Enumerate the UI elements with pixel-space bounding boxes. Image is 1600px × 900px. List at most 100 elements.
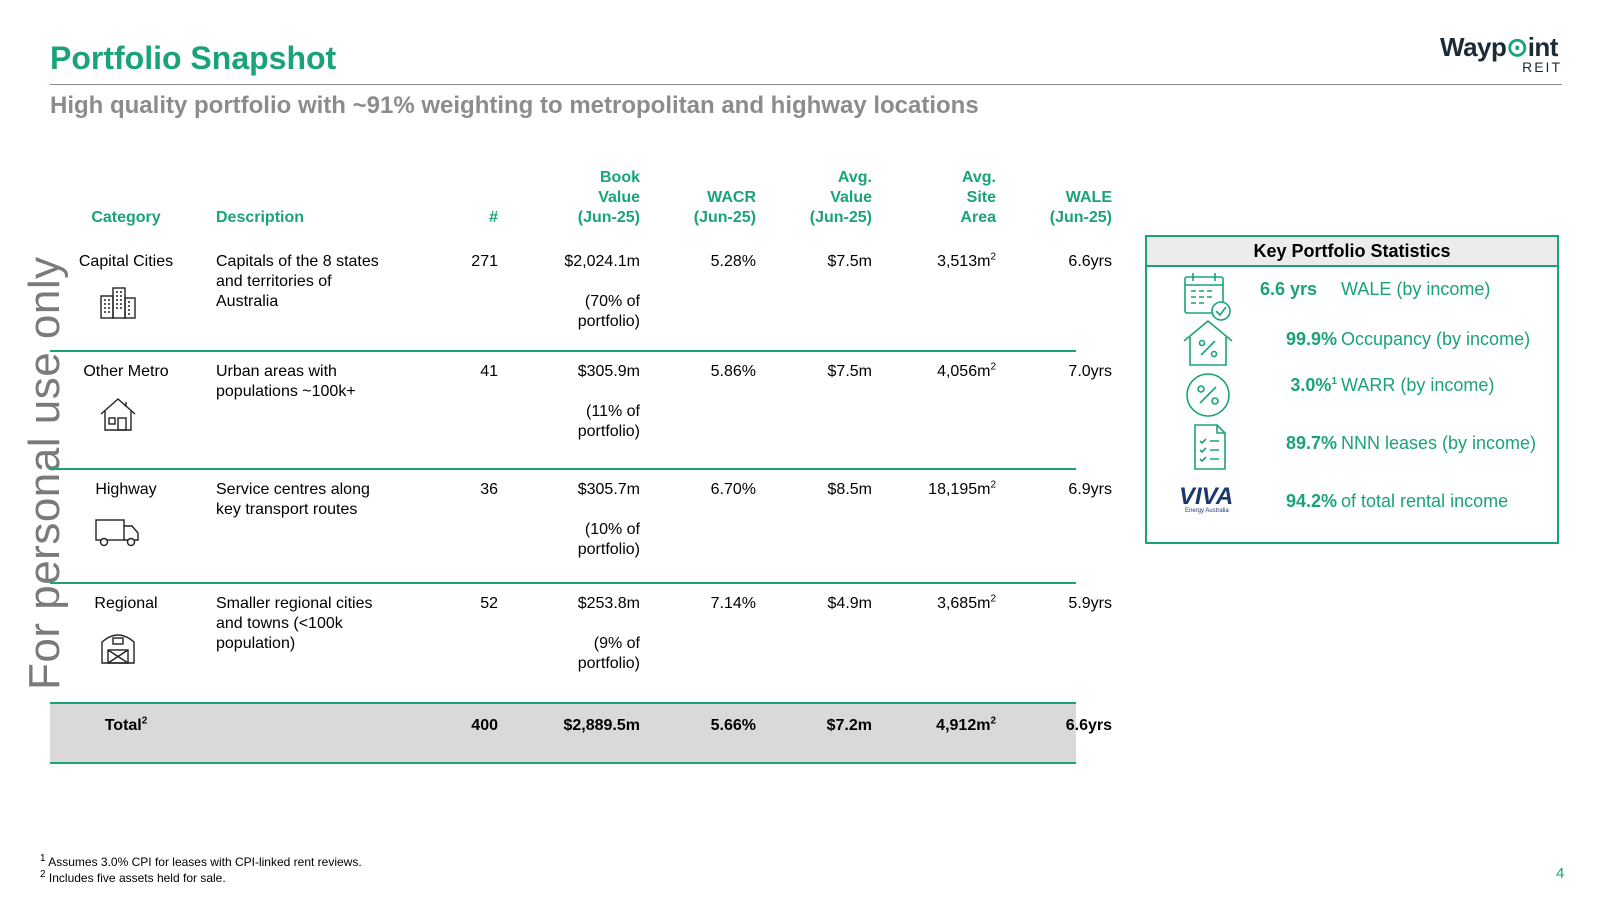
- description-line: Service centres along: [216, 481, 370, 498]
- truck-icon: [95, 519, 139, 547]
- header-wale: WALE (Jun-25): [996, 188, 1112, 228]
- book-share-line: portfolio): [577, 541, 640, 558]
- row-category-highway: Highway: [95, 481, 157, 498]
- key-stat-label: NNN leases (by income): [1341, 433, 1537, 453]
- header-count: #: [489, 209, 498, 226]
- row-avg-value: $7.5m: [827, 363, 872, 380]
- row-description: Urban areas with populations ~100k+: [216, 362, 416, 402]
- house-icon: [100, 398, 136, 431]
- key-stat-label: Occupancy (by income): [1341, 329, 1531, 349]
- total-wale: 6.6yrs: [1065, 717, 1112, 734]
- description-line: population): [216, 635, 296, 652]
- logo-word-b: int: [1527, 32, 1559, 62]
- total-count: 400: [471, 717, 498, 734]
- header-avg-value-line: Avg.: [837, 169, 872, 186]
- row-count: 36: [480, 481, 498, 498]
- checklist-icon: [1194, 424, 1226, 470]
- description-line: and towns (<100k: [216, 615, 343, 632]
- key-stat-value-text: 3.0%: [1290, 375, 1332, 395]
- row-category-regional: Regional: [94, 595, 158, 612]
- logo-target-icon: ⊙: [1506, 32, 1528, 62]
- area-value: 18,195m: [928, 481, 991, 498]
- description-line: Smaller regional cities: [216, 595, 373, 612]
- row-avg-value: $4.9m: [827, 595, 872, 612]
- key-stat-value: 99.9%: [1285, 329, 1337, 349]
- header-avg-value-line: (Jun-25): [809, 209, 872, 226]
- row-wale: 7.0yrs: [1068, 363, 1112, 380]
- row-wacr: 5.86%: [710, 363, 756, 380]
- row-avg-value: $8.5m: [827, 481, 872, 498]
- row-wale: 5.9yrs: [1068, 595, 1112, 612]
- page-title: Portfolio Snapshot: [50, 40, 337, 76]
- footnote-text: Includes five assets held for sale.: [48, 871, 226, 885]
- header-book-value: Book Value (Jun-25): [520, 168, 640, 228]
- row-description: Service centres along key transport rout…: [216, 480, 416, 520]
- book-share-line: (70% of: [584, 293, 640, 310]
- watermark: For personal use only: [20, 256, 69, 690]
- row-count: 41: [480, 363, 498, 380]
- area-value: 4,912m: [936, 717, 991, 734]
- header-avg-site-area-line: Area: [960, 209, 996, 226]
- key-stat-value-sup: 1: [1331, 376, 1337, 387]
- row-wale: 6.9yrs: [1068, 481, 1112, 498]
- house-percent-icon: [1183, 319, 1233, 366]
- logo-sub: REIT: [1522, 59, 1562, 75]
- footnote-mark: 1: [40, 853, 46, 864]
- row-avg-site-area: 3,513m2: [850, 252, 996, 272]
- row-divider: [50, 468, 1076, 470]
- row-description: Smaller regional cities and towns (<100k…: [216, 594, 416, 654]
- page-number: 4: [1556, 865, 1565, 882]
- viva-energy-logo: VIVA Energy Australia: [1179, 483, 1243, 523]
- title-divider: [50, 84, 1562, 85]
- footnote-text: Assumes 3.0% CPI for leases with CPI-lin…: [48, 855, 362, 869]
- header-wacr-line: WACR: [707, 189, 756, 206]
- area-value: 4,056m: [937, 363, 991, 380]
- header-book-value-line: Book: [600, 169, 640, 186]
- key-stat-wale: 6.6 yrs WALE (by income): [1147, 273, 1557, 321]
- total-row: [50, 704, 1076, 764]
- area-superscript: 2: [990, 715, 996, 727]
- key-portfolio-statistics-panel: Key Portfolio Statistics 6.6 yrs WALE (b…: [1145, 235, 1559, 544]
- row-category-other-metro: Other Metro: [83, 363, 169, 380]
- row-wacr: 5.28%: [710, 253, 756, 270]
- total-avg-value: $7.2m: [826, 717, 872, 734]
- header-avg-value-line: Value: [830, 189, 872, 206]
- header-avg-value: Avg. Value (Jun-25): [766, 168, 872, 228]
- logo-word-a: Wayp: [1440, 32, 1507, 62]
- header-avg-site-area: Avg. Site Area: [880, 168, 996, 228]
- book-share-line: (11% of: [586, 403, 640, 420]
- total-top-divider: [50, 702, 1076, 704]
- key-stat-label: WALE (by income): [1341, 279, 1491, 299]
- barn-icon: [101, 634, 135, 664]
- description-line: populations ~100k+: [216, 383, 356, 400]
- row-wale: 6.6yrs: [1068, 253, 1112, 270]
- description-line: key transport routes: [216, 501, 358, 518]
- area-superscript: 2: [990, 251, 996, 263]
- row-category-capital-cities: Capital Cities: [78, 253, 174, 270]
- row-divider: [50, 582, 1076, 584]
- row-count: 271: [471, 253, 498, 270]
- row-avg-site-area: 4,056m2: [850, 362, 996, 382]
- key-stat-nnn-leases: 89.7% NNN leases (by income): [1147, 424, 1557, 473]
- book-share-line: portfolio): [577, 423, 640, 440]
- row-book-share: (9% of portfolio): [490, 634, 640, 674]
- page-subtitle: High quality portfolio with ~91% weighti…: [50, 92, 979, 119]
- book-share-line: (10% of: [584, 521, 640, 538]
- footnote-2: 2 Includes five assets held for sale.: [40, 869, 226, 886]
- calendar-check-icon: [1184, 273, 1231, 321]
- footnote-1: 1 Assumes 3.0% CPI for leases with CPI-l…: [40, 853, 362, 870]
- area-value: 3,685m: [937, 595, 991, 612]
- row-book-share: (11% of portfolio): [490, 402, 640, 442]
- row-book-value: $305.7m: [577, 481, 640, 498]
- total-book-value: $2,889.5m: [563, 717, 640, 734]
- row-book-value: $253.8m: [577, 595, 640, 612]
- area-superscript: 2: [990, 479, 996, 491]
- header-category: Category: [91, 209, 161, 226]
- circle-percent-icon: [1186, 373, 1230, 417]
- total-bottom-divider: [50, 762, 1076, 764]
- viva-logo-word: VIVA: [1179, 483, 1234, 510]
- header-avg-site-area-line: Avg.: [961, 169, 996, 186]
- row-description: Capitals of the 8 states and territories…: [216, 252, 416, 312]
- footnote-mark: 2: [40, 869, 46, 880]
- description-line: Capitals of the 8 states: [216, 253, 379, 270]
